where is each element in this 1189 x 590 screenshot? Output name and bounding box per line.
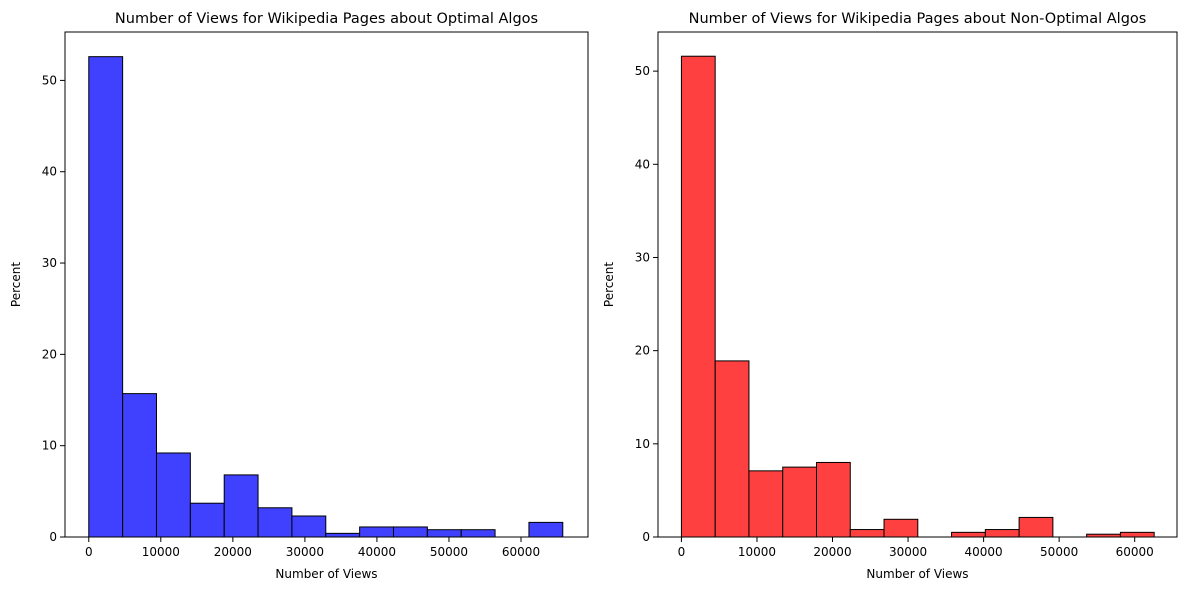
y-axis-label: Percent [9, 262, 23, 307]
histogram-bar [223, 474, 259, 538]
histogram-bar [951, 531, 986, 538]
x-tick-label: 0 [85, 545, 93, 559]
histogram-bar [782, 466, 817, 538]
y-tick-label: 20 [42, 347, 57, 361]
y-tick-label: 40 [635, 157, 650, 171]
x-tick-label: 10000 [738, 545, 776, 559]
x-tick-label: 10000 [142, 545, 180, 559]
chart-title: Number of Views for Wikipedia Pages abou… [689, 11, 1147, 27]
histogram-bar [1018, 516, 1054, 538]
histogram-bar [460, 529, 496, 538]
histogram-bar [528, 521, 564, 538]
histogram-bar [883, 518, 919, 538]
x-axis-label: Number of Views [275, 567, 377, 581]
x-tick-label: 30000 [889, 545, 927, 559]
y-tick-label: 50 [635, 64, 650, 78]
histogram-bar [325, 532, 361, 538]
x-axis-label: Number of Views [866, 567, 968, 581]
histogram-bar [359, 526, 394, 538]
y-tick-label: 30 [635, 250, 650, 264]
axes-frame [64, 31, 589, 538]
histogram-bar [849, 529, 885, 538]
x-tick-label: 50000 [430, 545, 468, 559]
histogram-bar [257, 507, 293, 538]
y-tick-label: 40 [42, 165, 57, 179]
histogram-bar [680, 55, 716, 538]
y-axis-label: Percent [602, 262, 616, 307]
histogram-bar [1119, 531, 1155, 538]
histogram-bar [815, 461, 851, 538]
x-tick-label: 60000 [502, 545, 540, 559]
chart-right: 0 10000 20000 30000 40000 50000 60000 0 10 20 30 40… [602, 11, 1178, 581]
x-tick-label: 50000 [1040, 545, 1078, 559]
histogram-bar [426, 529, 462, 538]
x-tick-label: 60000 [1116, 545, 1154, 559]
histogram-bar [984, 529, 1020, 538]
x-tick-label: 20000 [214, 545, 252, 559]
histogram-bar [291, 515, 327, 538]
y-tick-label: 10 [635, 437, 650, 451]
y-tick-label: 50 [42, 73, 57, 87]
y-tick-label: 30 [42, 256, 57, 270]
x-tick-label: 30000 [286, 545, 324, 559]
y-tick-label: 0 [49, 530, 57, 544]
histogram-bar [189, 502, 225, 538]
x-tick-label: 40000 [358, 545, 396, 559]
y-tick-label: 10 [42, 439, 57, 453]
histogram-bar [714, 360, 750, 538]
axes-frame [657, 31, 1178, 538]
x-tick-label: 20000 [813, 545, 851, 559]
histogram-bar [748, 470, 784, 538]
chart-title: Number of Views for Wikipedia Pages abou… [115, 11, 538, 27]
histogram-bar [392, 526, 428, 538]
y-tick-label: 0 [642, 530, 650, 544]
chart-left: 0 10000 20000 30000 40000 50000 60000 0 10 20 30 40… [9, 11, 589, 581]
x-tick-label: 0 [678, 545, 686, 559]
y-tick-label: 20 [635, 344, 650, 358]
x-tick-label: 40000 [965, 545, 1003, 559]
histogram-bar [155, 452, 191, 538]
histogram-bar [122, 393, 157, 538]
histogram-bar [88, 56, 124, 538]
